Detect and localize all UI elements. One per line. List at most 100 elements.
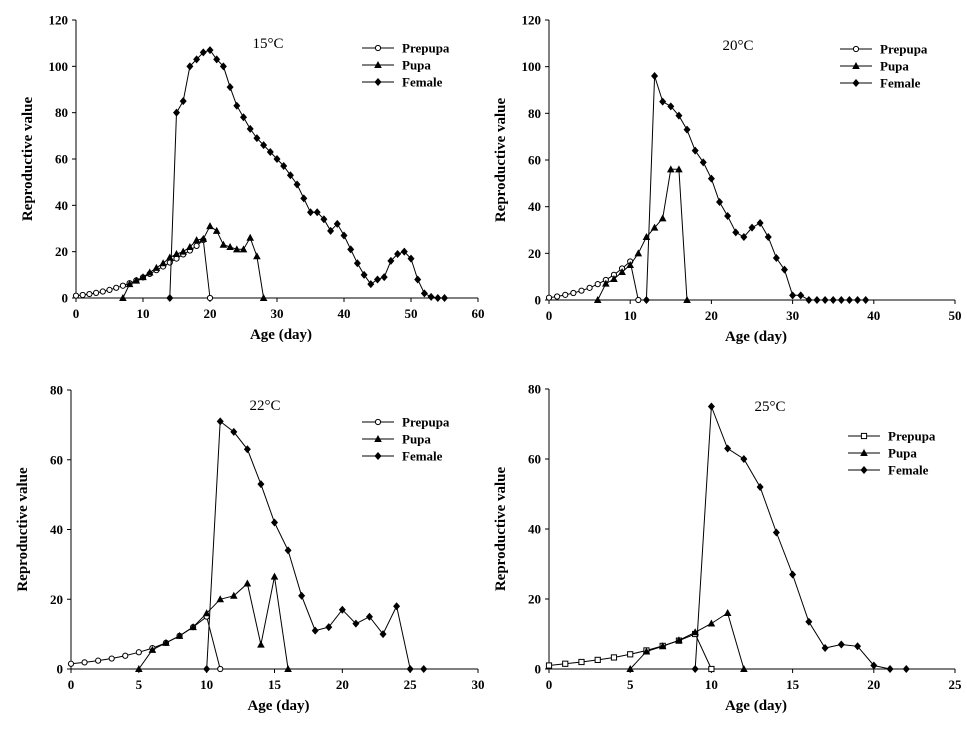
y-tick-label: 40: [528, 522, 541, 537]
y-tick-label: 80: [50, 383, 63, 398]
prepupa-data-point: [122, 652, 129, 659]
female-data-point: [441, 294, 448, 302]
pupa-data-point: [270, 572, 279, 580]
x-tick-label: 40: [338, 306, 351, 321]
prepupa-data-point: [562, 291, 569, 298]
y-tick-label: 20: [55, 244, 68, 259]
female-data-point: [427, 292, 435, 301]
prepupa-data-point: [554, 293, 561, 300]
prepupa-data-point: [545, 662, 553, 669]
female-data-point: [724, 212, 732, 220]
female-data-point: [380, 273, 388, 282]
pupa-data-point: [650, 223, 659, 231]
pupa-data-point: [230, 591, 238, 599]
prepupa-data-point: [578, 287, 585, 294]
y-tick-label: 100: [49, 59, 69, 74]
prepupa-data-point: [586, 284, 593, 291]
chart-panel-4: 0 20 40 60 80 0 5 10 15 20 25 Age (day) Reproductive…: [493, 382, 962, 715]
female-data-point: [789, 291, 797, 300]
female-data-point: [740, 233, 748, 241]
pupa-data-point: [723, 609, 732, 616]
female-data-point: [691, 665, 699, 673]
x-tick-label: 30: [786, 308, 799, 323]
pupa-data-point: [610, 275, 618, 282]
female-data-point: [206, 46, 214, 55]
female-data-point: [374, 275, 381, 284]
y-tick-label: 20: [50, 592, 63, 607]
female-data-point: [199, 48, 207, 57]
pupa-data-point: [246, 233, 254, 241]
female-data-point: [683, 125, 691, 134]
female-data-point: [338, 605, 346, 614]
legend-marker-female: [860, 466, 868, 474]
x-tick-label: 30: [271, 306, 284, 321]
legend-label-prepupa: Prepupa: [888, 429, 936, 444]
prepupa-data-point: [193, 242, 200, 249]
female-data-point: [179, 97, 187, 106]
female-data-point: [394, 249, 402, 258]
female-data-point: [226, 83, 234, 92]
y-axis-title: Reproductive value: [20, 97, 36, 222]
legend-marker-pupa: [860, 449, 868, 456]
x-tick-label: 10: [137, 306, 150, 321]
female-data-point: [271, 518, 278, 527]
y-tick-label: 40: [55, 198, 68, 213]
female-data-point: [293, 180, 301, 189]
pupa-data-point: [212, 226, 221, 234]
female-data-point: [300, 194, 308, 203]
prepupa-data-point: [86, 290, 93, 298]
female-data-point: [253, 134, 261, 143]
x-axis-title: Age (day): [725, 329, 787, 345]
y-tick-label: 60: [528, 452, 541, 467]
prepupa-data-point: [93, 289, 100, 297]
pupa-data-point: [186, 243, 194, 251]
y-tick-label: 80: [55, 105, 68, 120]
pupa-data-point: [125, 280, 134, 288]
y-tick-label: 20: [528, 592, 541, 607]
prepupa-data-point: [119, 282, 127, 289]
legend-marker-female: [374, 452, 382, 460]
female-data-point: [659, 97, 667, 106]
female-data-point: [347, 245, 355, 254]
pupa-data-point: [602, 279, 610, 287]
pupa-data-point: [148, 645, 157, 653]
prepupa-data-point: [545, 294, 553, 301]
female-data-point: [813, 296, 821, 304]
x-tick-label: 40: [867, 308, 880, 323]
pupa-data-point: [618, 268, 626, 275]
x-tick-label: 30: [472, 677, 485, 692]
legend-marker-pupa: [852, 62, 860, 69]
prepupa-data-point: [95, 657, 102, 664]
female-data-point: [675, 111, 683, 120]
y-tick-label: 0: [535, 662, 542, 677]
pupa-data-point: [243, 579, 252, 587]
female-data-point: [829, 296, 837, 304]
female-data-point: [902, 665, 910, 673]
female-data-point: [311, 626, 319, 635]
female-data-point: [166, 294, 174, 302]
female-data-point: [870, 661, 878, 670]
pupa-data-point: [179, 247, 187, 255]
female-data-point: [219, 62, 227, 71]
female-data-point: [298, 591, 306, 600]
x-tick-label: 15: [786, 677, 800, 692]
female-data-point: [780, 265, 788, 274]
female-data-point: [280, 161, 288, 170]
prepupa-data-point: [562, 660, 569, 667]
legend-label-female: Female: [880, 76, 921, 91]
female-data-point: [854, 642, 862, 651]
x-tick-label: 5: [136, 677, 143, 692]
legend: Prepupa Pupa Female: [840, 42, 928, 91]
female-data-point: [407, 254, 415, 263]
pupa-data-point: [257, 640, 265, 648]
pupa-data-point: [189, 623, 197, 631]
female-data-point: [797, 291, 805, 300]
female-data-point: [313, 208, 321, 217]
female-data-point: [273, 155, 281, 163]
female-data-point: [284, 546, 292, 555]
pupa-data-point: [239, 245, 248, 253]
y-tick-label: 40: [528, 199, 541, 214]
y-axis-title: Reproductive value: [15, 467, 31, 592]
female-data-point: [707, 402, 715, 411]
